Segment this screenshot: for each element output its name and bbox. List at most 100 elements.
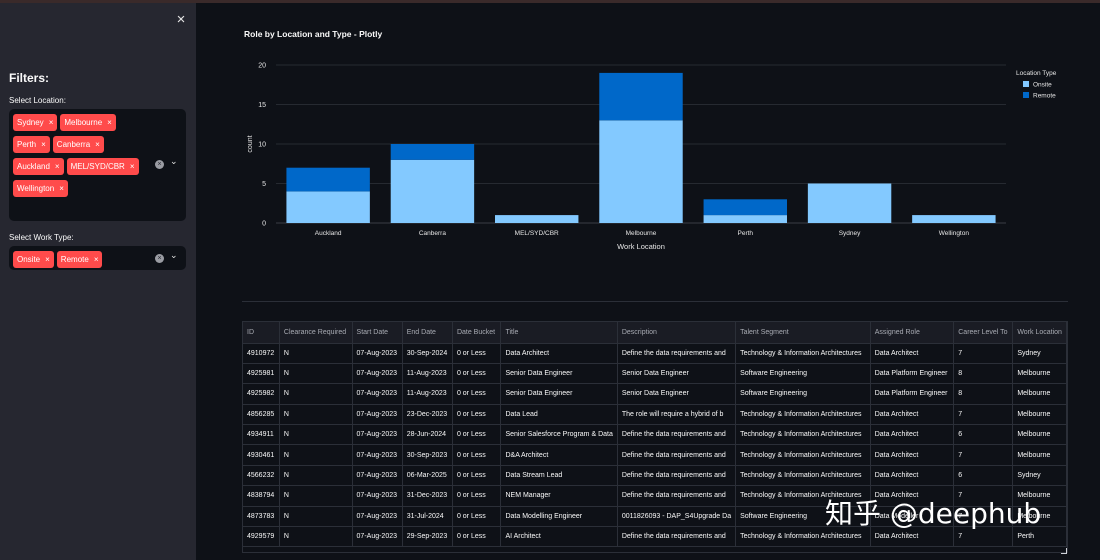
table-row[interactable]: 4925982 N 07-Aug-2023 11-Aug-2023 0 or Less S… <box>243 383 1067 405</box>
clear-icon[interactable]: × <box>155 254 164 263</box>
remove-tag-icon[interactable]: × <box>129 162 135 171</box>
column-header[interactable]: Description <box>617 322 737 344</box>
table-cell: 07-Aug-2023 <box>352 343 403 364</box>
location-tag[interactable]: Wellington × <box>13 180 68 197</box>
table-cell: 7 <box>953 444 1014 466</box>
column-header[interactable]: Talent Segment <box>735 322 871 344</box>
table-cell: Melbourne <box>1012 444 1067 466</box>
location-multiselect[interactable]: Sydney × Melbourne × Perth × Canberra × Auckland… <box>9 109 186 221</box>
location-tag[interactable]: Sydney × <box>13 114 58 131</box>
worktype-multiselect[interactable]: Onsite × Remote × × ⌄ <box>9 246 186 270</box>
close-icon[interactable]: × <box>176 11 186 28</box>
table-cell: Senior Data Engineer <box>500 383 618 405</box>
remove-tag-icon[interactable]: × <box>93 255 99 264</box>
column-header[interactable]: Work Location <box>1012 322 1067 344</box>
table-row[interactable]: 4925981 N 07-Aug-2023 11-Aug-2023 0 or Less S… <box>243 363 1067 385</box>
table-row[interactable]: 4566232 N 07-Aug-2023 06-Mar-2025 0 or Less D… <box>243 465 1067 487</box>
table-cell: Technology & Information Architectures <box>735 465 871 487</box>
table-cell: 11-Aug-2023 <box>402 363 453 385</box>
chevron-down-icon[interactable]: ⌄ <box>170 250 178 260</box>
remove-tag-icon[interactable]: × <box>45 255 50 264</box>
location-filter-label: Select Location: <box>9 96 66 105</box>
table-row[interactable]: 4838794 N 07-Aug-2023 31-Dec-2023 0 or Less N… <box>243 485 1067 507</box>
x-tick-label: Auckland <box>315 230 342 237</box>
table-row[interactable]: 4856285 N 07-Aug-2023 23-Dec-2023 0 or Less D… <box>243 404 1067 426</box>
location-tag[interactable]: MEL/SYD/CBR × <box>66 158 139 175</box>
table-row[interactable]: 4873783 N 07-Aug-2023 31-Jul-2024 0 or Less D… <box>243 506 1067 528</box>
x-tick-label: MEL/SYD/CBR <box>515 230 559 237</box>
table-cell: 07-Aug-2023 <box>352 506 403 528</box>
table-cell: Data Architect <box>870 444 955 466</box>
table-cell: Data Stream Lead <box>500 465 618 487</box>
bar-onsite <box>703 215 787 223</box>
column-header[interactable]: End Date <box>402 322 453 344</box>
clear-icon[interactable]: × <box>155 160 164 169</box>
location-tag[interactable]: Perth × <box>13 136 50 153</box>
table-cell: 0 or Less <box>452 444 502 466</box>
table-cell: N <box>279 526 353 548</box>
column-header[interactable]: Title <box>500 322 618 344</box>
table-cell: Software Engineering <box>735 506 871 528</box>
table-cell: N <box>279 424 353 446</box>
location-tag[interactable]: Auckland × <box>13 158 64 175</box>
worktype-tag[interactable]: Remote × <box>56 251 103 268</box>
table-cell: 07-Aug-2023 <box>352 526 403 548</box>
table-cell: 07-Aug-2023 <box>352 424 403 446</box>
column-header[interactable]: Career Level To <box>953 322 1014 344</box>
table-cell: 29-Sep-2023 <box>402 526 453 548</box>
column-header[interactable]: Assigned Role <box>870 322 955 344</box>
table-cell: NEM Manager <box>500 485 618 507</box>
table-cell: 8 <box>953 363 1014 385</box>
data-table[interactable]: ID Clearance Required Start Date End Date Da… <box>242 321 1068 553</box>
table-cell: 0 or Less <box>452 363 502 385</box>
location-tag[interactable]: Melbourne × <box>60 114 116 131</box>
table-row[interactable]: 4910972 N 07-Aug-2023 30-Sep-2024 0 or Less D… <box>243 343 1067 364</box>
location-tag-label: Sydney <box>17 118 44 127</box>
remove-tag-icon[interactable]: × <box>95 140 100 149</box>
chevron-down-icon[interactable]: ⌄ <box>170 156 178 166</box>
remove-tag-icon[interactable]: × <box>59 184 64 193</box>
bar-onsite <box>599 120 683 223</box>
y-tick-label: 20 <box>258 63 266 70</box>
legend-swatch <box>1023 81 1029 87</box>
table-body: 4910972 N 07-Aug-2023 30-Sep-2024 0 or Less D… <box>243 343 1067 548</box>
column-header[interactable]: Start Date <box>352 322 403 344</box>
remove-tag-icon[interactable]: × <box>54 162 60 171</box>
column-header[interactable]: Clearance Required <box>279 322 353 344</box>
resize-handle[interactable] <box>1061 548 1067 554</box>
table-cell: 30-Sep-2024 <box>402 343 453 364</box>
table-cell: Melbourne <box>1012 404 1067 426</box>
table-row[interactable]: 4934911 N 07-Aug-2023 28-Jun-2024 0 or Less S… <box>243 424 1067 446</box>
table-row[interactable]: 4930461 N 07-Aug-2023 30-Sep-2023 0 or Less D… <box>243 444 1067 466</box>
remove-tag-icon[interactable]: × <box>48 118 54 127</box>
location-tag-label: Wellington <box>17 184 55 193</box>
table-cell: 07-Aug-2023 <box>352 383 403 405</box>
remove-tag-icon[interactable]: × <box>107 118 112 127</box>
table-cell: 0011826093 - DAP_S4Upgrade Da <box>617 506 737 528</box>
table-header-row: ID Clearance Required Start Date End Date Da… <box>243 322 1067 344</box>
y-tick-label: 5 <box>262 181 266 188</box>
table-cell: N <box>279 485 353 507</box>
table-cell: 4929579 <box>243 526 280 548</box>
table-cell: 11-Aug-2023 <box>402 383 453 405</box>
sidebar: × Filters: Select Location: Sydney × Melbo… <box>0 3 196 560</box>
column-header[interactable]: ID <box>243 322 280 344</box>
bar-remote <box>390 144 475 160</box>
table-cell: N <box>279 404 353 426</box>
table-cell: 28-Jun-2024 <box>402 424 453 446</box>
location-tag[interactable]: Canberra × <box>52 136 104 153</box>
table-cell: 07-Aug-2023 <box>352 404 403 426</box>
table-row[interactable]: 4929579 N 07-Aug-2023 29-Sep-2023 0 or Less A… <box>243 526 1067 548</box>
worktype-tag-label: Onsite <box>17 255 41 264</box>
table-cell: Technology & Information Architectures <box>735 444 871 466</box>
worktype-tag[interactable]: Onsite × <box>13 251 54 268</box>
column-header[interactable]: Date Bucket <box>452 322 502 344</box>
table-cell: N <box>279 383 353 405</box>
remove-tag-icon[interactable]: × <box>41 140 46 149</box>
table-cell: Data Architect <box>870 526 955 548</box>
filters-heading: Filters: <box>9 71 50 85</box>
table-cell: Define the data requirements and <box>617 424 737 446</box>
table-cell: Define the data requirements and <box>617 465 737 487</box>
plotly-chart[interactable]: Role by Location and Type - Plotly 0 5 10 1… <box>236 23 1068 263</box>
